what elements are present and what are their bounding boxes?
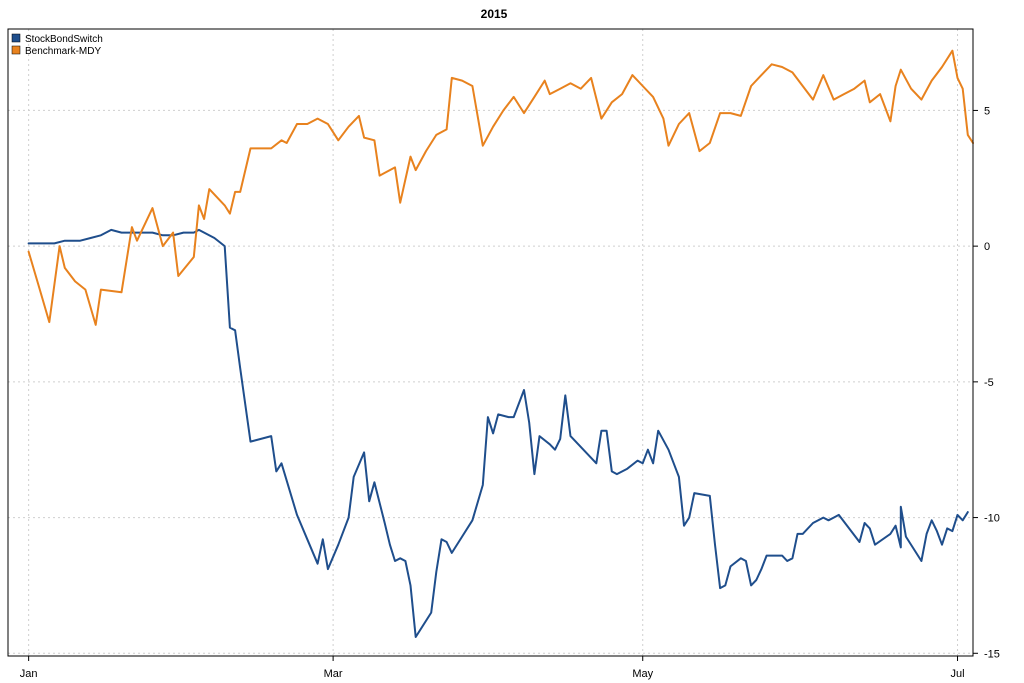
legend-swatch <box>11 45 21 55</box>
legend-swatch <box>11 33 21 43</box>
series-layer <box>27 49 974 638</box>
y-tick-label: -10 <box>984 513 1000 525</box>
chart-title: 2015 <box>481 7 508 21</box>
y-tick-label: 0 <box>984 241 990 253</box>
y-tick-label: -15 <box>984 648 1000 660</box>
series-line-benchmark-mdy <box>27 49 974 326</box>
plot-frame <box>7 28 974 657</box>
x-tick-label: Mar <box>324 668 343 680</box>
y-tick-label: -5 <box>984 377 994 389</box>
axes: -15 -10 -5 0 5 Jan Mar May Jul <box>20 105 1000 680</box>
legend-label: Benchmark-MDY <box>25 46 101 57</box>
series-line-stockbondswitch <box>27 228 969 638</box>
x-tick-label: Jul <box>950 668 964 680</box>
grid <box>8 29 973 656</box>
legend-label: StockBondSwitch <box>25 34 103 45</box>
y-tick-label: 5 <box>984 105 990 117</box>
x-tick-label: Jan <box>20 668 38 680</box>
x-tick-label: May <box>632 668 653 680</box>
